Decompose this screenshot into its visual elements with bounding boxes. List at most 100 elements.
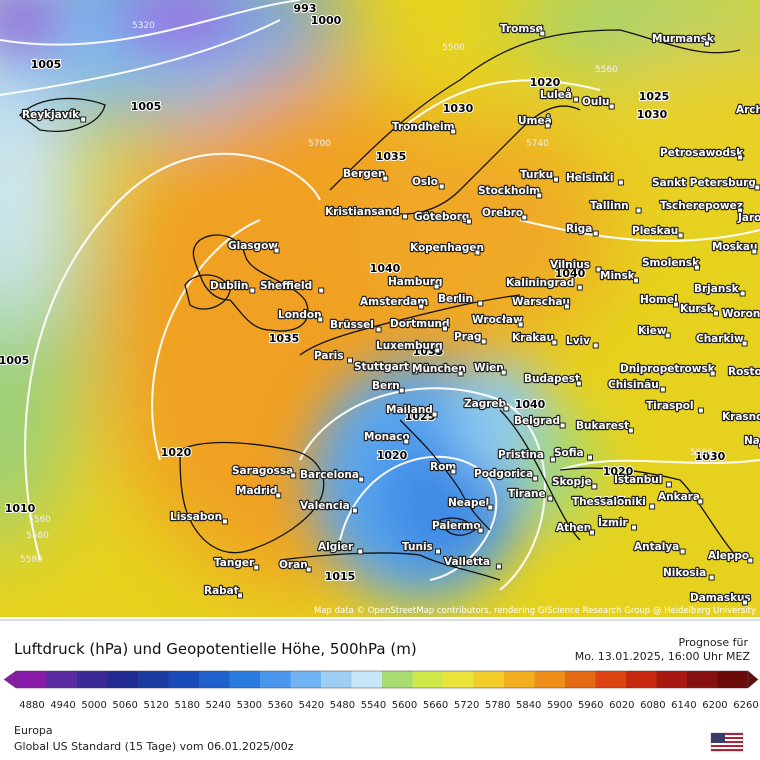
city-label: Dnipropetrowsk bbox=[620, 363, 716, 375]
colorbar-segment bbox=[16, 671, 47, 688]
city-label: Valletta bbox=[444, 556, 490, 568]
city-marker bbox=[435, 548, 441, 555]
colorbar-frame bbox=[15, 670, 749, 689]
city-label: Nikosia bbox=[663, 567, 706, 579]
colorbar-label: 5660 bbox=[423, 700, 448, 711]
colorbar-label: 5180 bbox=[174, 700, 199, 711]
city-label: Sheffield bbox=[260, 280, 312, 292]
city-marker bbox=[563, 303, 570, 310]
isobars bbox=[0, 0, 760, 591]
city-marker bbox=[591, 483, 598, 490]
city-label: Mailand bbox=[386, 404, 433, 416]
city-marker bbox=[398, 387, 405, 394]
colorbar-label: 5300 bbox=[237, 700, 262, 711]
city-marker bbox=[305, 566, 312, 573]
city-label: Zagreb bbox=[464, 398, 507, 410]
colorbar-label: 6260 bbox=[733, 700, 758, 711]
city-marker bbox=[747, 557, 754, 564]
city-label: Kaliningrad bbox=[506, 277, 574, 289]
city-marker bbox=[592, 342, 599, 349]
pressure-label: 1035 bbox=[376, 150, 407, 163]
city-label: Kristiansand bbox=[325, 206, 400, 218]
colorbar-segment bbox=[412, 671, 444, 688]
city-label: Sofia bbox=[554, 447, 584, 459]
city-marker bbox=[237, 592, 243, 599]
city-label: Tunis bbox=[402, 541, 433, 553]
city-marker bbox=[412, 368, 419, 375]
city-marker bbox=[249, 287, 256, 294]
colorbar-segment bbox=[565, 671, 596, 688]
city-label: Paris bbox=[314, 350, 344, 362]
city-label: Glasgow bbox=[228, 240, 278, 252]
colorbar-label: 6020 bbox=[609, 700, 634, 711]
city-label: London bbox=[278, 309, 322, 321]
city-label: Istanbul bbox=[614, 474, 662, 486]
city-label: Helsinki bbox=[566, 172, 613, 184]
city-marker bbox=[434, 347, 441, 354]
city-marker bbox=[697, 498, 704, 505]
city-marker bbox=[551, 339, 558, 346]
region: Europa bbox=[14, 724, 53, 737]
city-label: Stockholm bbox=[478, 185, 540, 197]
city-marker bbox=[547, 495, 554, 502]
city-marker bbox=[80, 116, 87, 123]
city-marker bbox=[477, 527, 484, 534]
city-label: Riga bbox=[566, 223, 592, 235]
colorbar-label: 5000 bbox=[81, 700, 106, 711]
pressure-label: 1010 bbox=[5, 502, 36, 515]
city-marker bbox=[587, 454, 593, 461]
height-label: 5580 bbox=[20, 555, 43, 565]
city-marker bbox=[754, 184, 760, 191]
city-label: Murmansk bbox=[652, 33, 715, 45]
city-marker bbox=[758, 442, 760, 449]
city-marker bbox=[737, 207, 744, 214]
city-marker bbox=[713, 310, 719, 317]
city-label: Valencia bbox=[300, 500, 350, 512]
city-label: Kursk bbox=[680, 303, 715, 315]
height-label: 5560 bbox=[595, 65, 618, 75]
height-label: 5580 bbox=[26, 531, 49, 541]
city-marker bbox=[403, 438, 410, 445]
city-label: Brjansk bbox=[694, 283, 740, 295]
city-marker bbox=[221, 518, 228, 525]
city-label: Prag bbox=[454, 331, 481, 343]
pressure-label: 1025 bbox=[639, 90, 670, 103]
colorbar-label: 5240 bbox=[206, 700, 231, 711]
pressure-label: 1040 bbox=[370, 262, 401, 275]
colorbar-label: 5600 bbox=[392, 700, 417, 711]
city-marker bbox=[450, 468, 457, 475]
city-label: Stuttgart bbox=[354, 361, 409, 373]
height-label: 5740 bbox=[526, 139, 549, 149]
city-marker bbox=[709, 370, 716, 377]
colorbar-segment bbox=[595, 671, 627, 688]
city-label: Oslo bbox=[412, 176, 438, 188]
city-label: Umeå bbox=[518, 114, 552, 127]
city-label: Podgorica bbox=[474, 468, 533, 480]
city-label: Belgrad bbox=[514, 415, 560, 427]
city-marker bbox=[503, 405, 510, 412]
city-label: Luleå bbox=[540, 88, 572, 101]
city-label: Reykjavík bbox=[22, 109, 80, 121]
colorbar-label: 5360 bbox=[268, 700, 293, 711]
city-marker bbox=[739, 290, 746, 297]
city-marker bbox=[665, 481, 672, 488]
colorbar-segment bbox=[717, 671, 749, 688]
city-label: Kiew bbox=[638, 325, 667, 337]
city-marker bbox=[480, 338, 487, 345]
city-marker bbox=[741, 340, 748, 347]
city-marker bbox=[677, 232, 684, 239]
city-label: Dublin bbox=[210, 280, 248, 292]
city-label: Göteborg bbox=[414, 211, 469, 223]
city-label: Damaskus bbox=[690, 592, 751, 604]
city-marker bbox=[318, 287, 325, 294]
city-label: Antalya bbox=[634, 541, 679, 553]
colorbar: 4880 4940 5000 5060 5120 5180 5240 5300 5360 5420… bbox=[3, 670, 759, 711]
colorbar-label: 5060 bbox=[112, 700, 137, 711]
city-label: Vilnius bbox=[550, 259, 590, 271]
city-label: Rabat bbox=[204, 585, 239, 597]
city-label: Palermo bbox=[432, 520, 481, 532]
city-marker bbox=[544, 122, 551, 129]
city-label: Wrocław bbox=[472, 314, 523, 326]
